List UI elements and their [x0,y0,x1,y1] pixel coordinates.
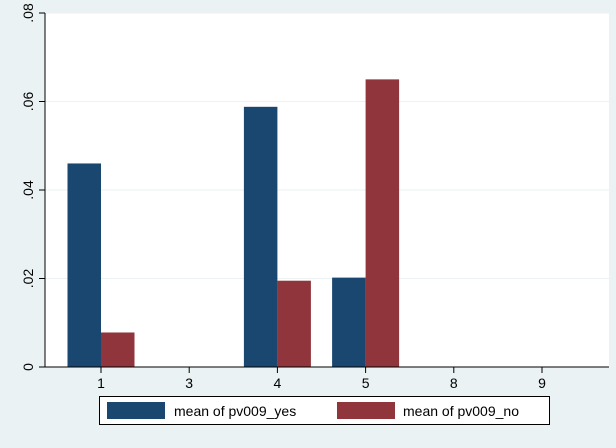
y-tick-label: 0 [20,363,36,371]
y-tick-label: .06 [20,92,36,112]
bar-no-4 [277,280,311,367]
bar-yes-1 [67,163,101,367]
legend-swatch-no [337,402,395,419]
x-tick-label: 5 [362,375,370,391]
legend-label-yes: mean of pv009_yes [174,403,296,419]
legend-box [99,396,550,425]
x-tick-label: 4 [274,375,282,391]
x-tick-label: 8 [450,375,458,391]
bar-yes-5 [332,277,366,367]
y-tick-label: .08 [20,3,36,23]
bar-yes-4 [243,106,278,367]
bar-no-1 [101,332,135,367]
bar-no-5 [365,79,400,367]
legend-swatch-yes [107,402,165,419]
grid-lines [45,12,609,279]
legend: mean of pv009_yes mean of pv009_no [99,396,550,425]
y-tick-label: .02 [20,269,36,289]
x-tick-label: 3 [185,375,193,391]
legend-label-no: mean of pv009_no [403,403,519,419]
bars [67,79,400,367]
x-tick-label: 1 [97,375,105,391]
y-tick-label: .04 [20,180,36,200]
axes: 0 .02 .04 .06 .08 1 3 4 5 8 9 [20,3,609,391]
x-tick-label: 9 [538,375,546,391]
